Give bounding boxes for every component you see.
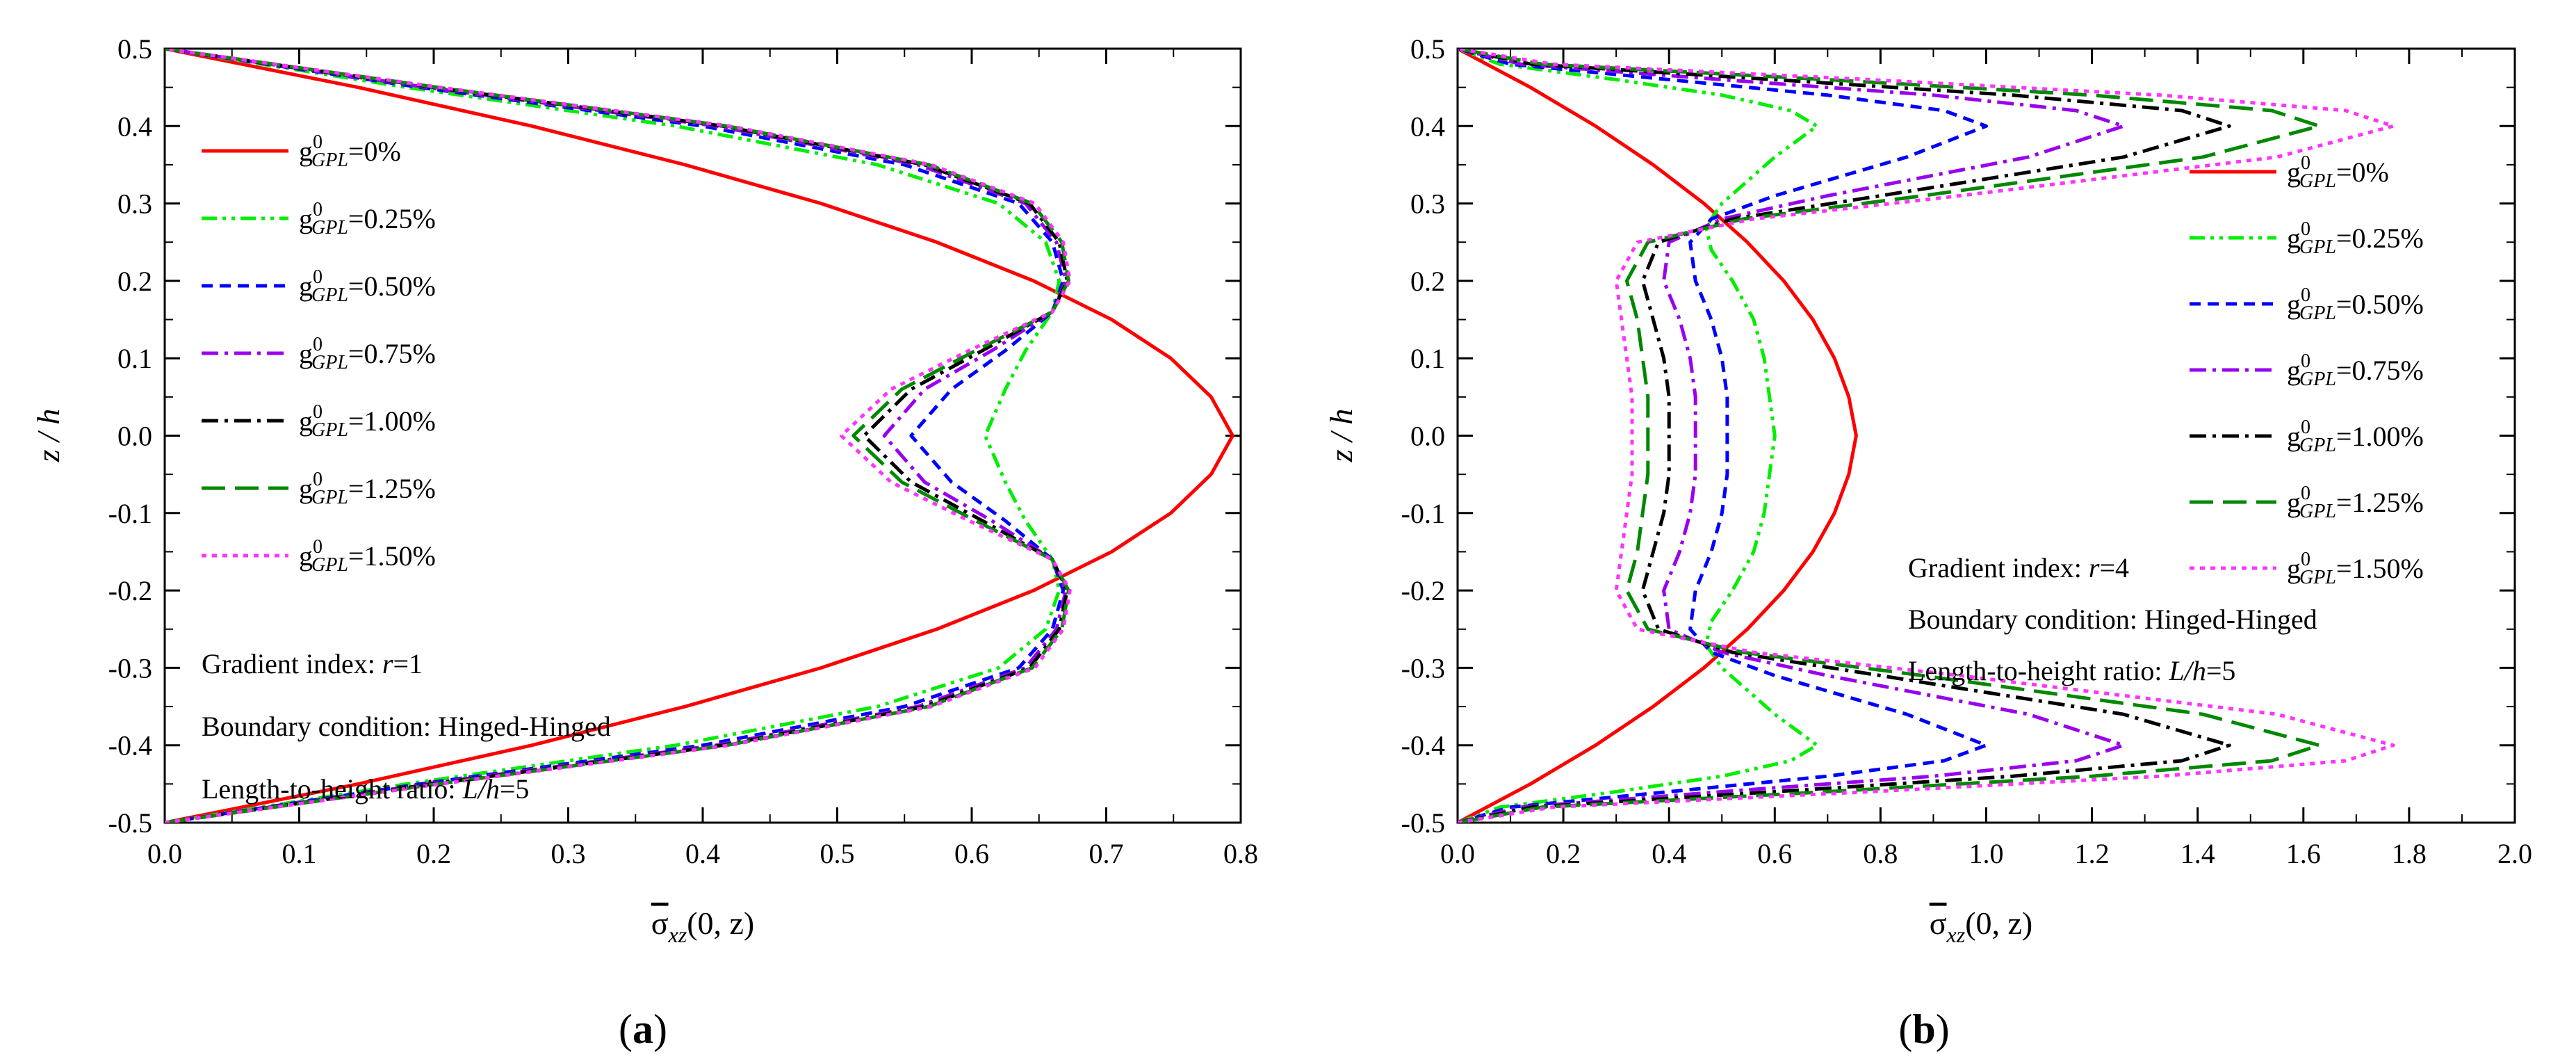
panel-a-x-tick-label: 0.3 <box>551 838 586 869</box>
panel-b-x-tick-label: 0.0 <box>1440 838 1475 869</box>
panel-b-x-tick-label: 2.0 <box>2497 838 2532 869</box>
panel-b-x-tick-label: 0.6 <box>1757 838 1792 869</box>
panel-b-annotation: Length-to-height ratio: L/h=5 <box>1908 655 2235 686</box>
panel-a-x-tick-label: 0.1 <box>282 838 317 869</box>
panel-b-y-axis-label: z / h <box>1323 409 1359 463</box>
panel-a-legend-entry: g0 GPL=1.50% <box>299 536 436 576</box>
panel-a-y-tick-label: -0.5 <box>108 807 152 839</box>
panel-b: 0.0 0.2 0.4 0.6 0.8 1.0 1.2 1.4 1.6 1.8 2.0 0.5 0.4 0… <box>1323 33 2532 1052</box>
panel-a-series-line <box>165 49 1066 823</box>
panel-b-x-tick-label: 1.6 <box>2286 838 2321 869</box>
panel-a-y-tick-label: -0.4 <box>108 730 152 761</box>
panel-b-y-tick-label: 0.5 <box>1410 33 1445 65</box>
panel-a-annotation: Length-to-height ratio: L/h=5 <box>202 773 529 805</box>
panel-a-y-tick-label: 0.4 <box>117 111 152 142</box>
panel-b-series-line <box>1458 49 1819 823</box>
panel-a-y-tick-label: 0.0 <box>117 421 152 452</box>
panel-a-series-group <box>165 49 1234 823</box>
panel-b-annotation: Boundary condition: Hinged-Hinged <box>1908 604 2317 635</box>
panel-a-y-tick-label: 0.3 <box>117 188 152 220</box>
panel-a-y-tick-label: 0.2 <box>117 266 152 297</box>
panel-b-series-group <box>1458 49 2395 823</box>
panel-a-x-tick-label: 0.6 <box>954 838 989 869</box>
panel-b-x-tick-label: 1.4 <box>2180 838 2215 869</box>
panel-b-series-line <box>1458 49 2126 823</box>
panel-b-y-tick-label: -0.4 <box>1401 730 1445 761</box>
panel-b-series-line <box>1458 49 2231 823</box>
panel-a-legend-entry: g0 GPL=0.50% <box>299 266 436 306</box>
panel-b-y-tick-label: -0.3 <box>1401 652 1445 684</box>
panel-b-series-line <box>1458 49 1858 823</box>
panel-a-legend-entry: g0 GPL=1.00% <box>299 401 436 441</box>
panel-b-x-tick-label: 0.8 <box>1863 838 1898 869</box>
panel-a-series-line <box>165 49 1234 823</box>
panel-a-series-line <box>165 49 1061 823</box>
panel-a-x-tick-label: 0.2 <box>416 838 451 869</box>
panel-a-legend-entry: g0 GPL=0.75% <box>299 334 436 373</box>
panel-b-legend-entry: g0 GPL=0.75% <box>2287 350 2424 390</box>
panel-a-series-line <box>165 49 1072 823</box>
panel-a-x-tick-label: 0.5 <box>820 838 855 869</box>
panel-a-x-tick-label: 0.8 <box>1223 838 1258 869</box>
panel-b-legend-entry: g0 GPL=1.25% <box>2287 483 2424 522</box>
panel-a-x-axis-label: σxz(0, z) <box>651 905 755 947</box>
panel-a-y-tick-label: 0.1 <box>117 343 152 374</box>
panel-b-x-tick-label: 1.0 <box>1969 838 2004 869</box>
panel-b-x-tick-label: 0.4 <box>1652 838 1686 869</box>
panel-b-x-tick-label: 0.2 <box>1546 838 1581 869</box>
panel-a-legend-entry: g0 GPL=0% <box>299 131 401 171</box>
panel-a-y-tick-label: -0.3 <box>108 652 152 684</box>
panel-a-x-tick-label: 0.7 <box>1089 838 1124 869</box>
panel-a-legend-entry: g0 GPL=0.25% <box>299 199 436 239</box>
panel-a-y-tick-label: -0.1 <box>108 498 152 529</box>
panel-a-annotation: Gradient index: r=1 <box>202 648 423 679</box>
panel-b-x-tick-label: 1.8 <box>2392 838 2427 869</box>
panel-a-series-line <box>165 49 1068 823</box>
panel-b-y-tick-label: -0.2 <box>1401 575 1445 606</box>
panel-b-label: (b) <box>1898 1006 1949 1052</box>
panel-b-legend-entry: g0 GPL=0.25% <box>2287 218 2424 258</box>
panel-b-legend-entry: g0 GPL=0.50% <box>2287 284 2424 324</box>
panel-a: 0.0 0.1 0.2 0.3 0.4 0.5 0.6 0.7 0.8 0.5 0.4 0.3 0.2 0… <box>31 33 1258 1052</box>
panel-a-y-tick-label: -0.2 <box>108 575 152 606</box>
panel-b-legend-entry: g0 GPL=1.00% <box>2287 417 2424 456</box>
panel-a-y-axis-label: z / h <box>31 409 66 463</box>
panel-a-x-tick-label: 0.4 <box>685 838 720 869</box>
panel-b-series-line <box>1458 49 1988 823</box>
panel-a-y-tick-label: 0.5 <box>117 33 152 65</box>
panel-a-annotation: Boundary condition: Hinged-Hinged <box>202 711 611 742</box>
panel-b-legend-entry: g0 GPL=1.50% <box>2287 549 2424 588</box>
panel-a-x-tick-label: 0.0 <box>147 838 182 869</box>
panel-b-x-axis-label: σxz(0, z) <box>1930 905 2033 947</box>
panel-b-series-line <box>1458 49 2322 823</box>
panel-a-legend-entry: g0 GPL=1.25% <box>299 469 436 508</box>
panel-b-y-tick-label: 0.0 <box>1410 421 1445 452</box>
panel-b-y-tick-label: -0.5 <box>1401 807 1445 839</box>
panel-b-y-tick-label: 0.3 <box>1410 188 1445 220</box>
panel-b-y-tick-label: -0.1 <box>1401 498 1445 529</box>
panel-b-legend-entry: g0 GPL=0% <box>2287 152 2389 192</box>
panel-a-label: (a) <box>619 1006 667 1052</box>
panel-b-series-line <box>1458 49 2395 823</box>
panel-b-y-tick-label: 0.1 <box>1410 343 1445 374</box>
panel-b-y-tick-label: 0.4 <box>1410 111 1445 142</box>
panel-b-annotation: Gradient index: r=4 <box>1908 552 2129 583</box>
panel-b-y-tick-label: 0.2 <box>1410 266 1445 297</box>
panel-b-x-tick-label: 1.2 <box>2075 838 2110 869</box>
